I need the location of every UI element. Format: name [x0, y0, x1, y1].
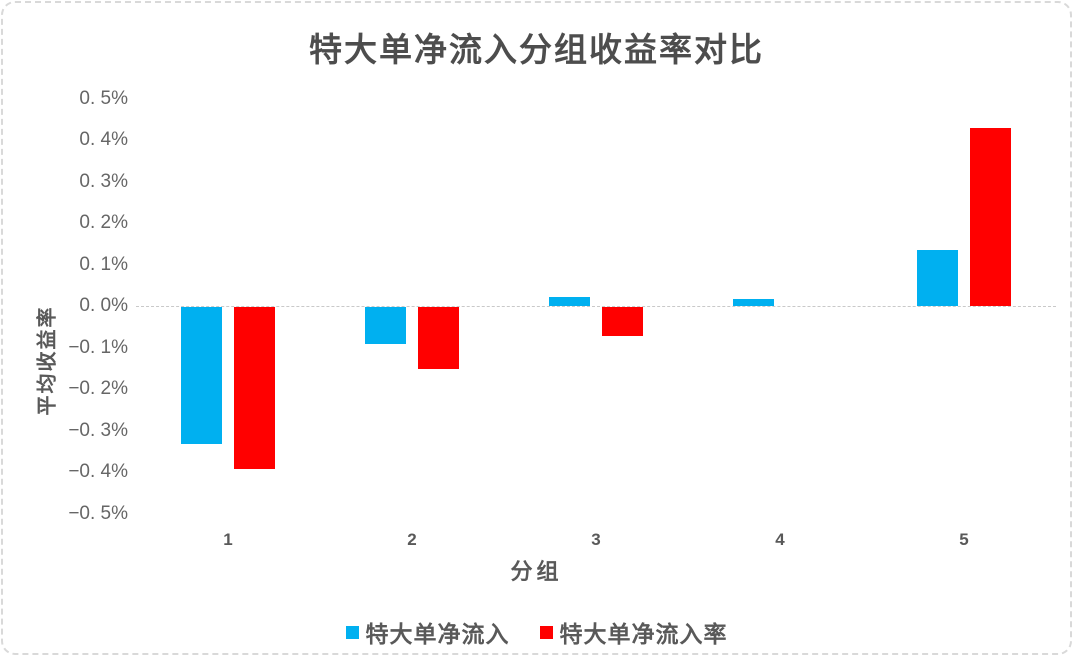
y-tick-label: −0. 1%	[68, 337, 128, 358]
y-tick-label: 0. 1%	[79, 254, 128, 275]
legend-item-net-inflow-rate: 特大单净流入率	[539, 615, 728, 649]
x-tick-label: 5	[959, 530, 969, 549]
legend-label-net-inflow: 特大单净流入	[365, 622, 510, 648]
y-tick-label: −0. 3%	[68, 420, 128, 441]
bar-net-inflow-group-2	[365, 307, 406, 344]
bar-net-inflow-group-5	[917, 250, 958, 306]
x-tick-label: 2	[407, 530, 417, 549]
legend-swatch-blue	[345, 625, 359, 639]
x-tick-label: 4	[775, 530, 785, 549]
y-tick-label: 0. 0%	[79, 295, 128, 316]
y-tick-label: −0. 5%	[68, 503, 128, 524]
bar-net-inflow-group-4	[733, 299, 774, 306]
x-tick-label: 1	[223, 530, 233, 549]
legend-item-net-inflow: 特大单净流入	[345, 615, 510, 649]
y-tick-label: 0. 3%	[79, 171, 128, 192]
bar-net-inflow-rate-group-3	[602, 307, 643, 336]
legend-label-net-inflow-rate: 特大单净流入率	[559, 622, 728, 648]
y-tick-label: 0. 2%	[79, 212, 128, 233]
bar-net-inflow-rate-group-2	[418, 307, 459, 369]
bar-net-inflow-group-1	[181, 307, 222, 444]
x-tick-label: 3	[591, 530, 601, 549]
plot-area: 0. 5% 0. 4% 0. 3% 0. 2% 0. 1% 0. 0% −0. 1% −0. …	[3, 3, 1070, 653]
y-tick-label: −0. 4%	[68, 461, 128, 482]
y-tick-label: 0. 4%	[79, 129, 128, 150]
legend-swatch-red	[539, 625, 553, 639]
y-tick-label: 0. 5%	[79, 88, 128, 109]
legend: 特大单净流入 特大单净流入率	[3, 615, 1070, 649]
bar-net-inflow-rate-group-1	[234, 307, 275, 469]
x-axis-title: 分组	[510, 560, 563, 585]
bar-net-inflow-group-3	[549, 297, 590, 306]
x-axis-line	[136, 306, 1056, 307]
y-tick-label: −0. 2%	[68, 378, 128, 399]
bar-net-inflow-rate-group-5	[970, 128, 1011, 306]
chart-title: 特大单净流入分组收益率对比	[309, 30, 764, 69]
